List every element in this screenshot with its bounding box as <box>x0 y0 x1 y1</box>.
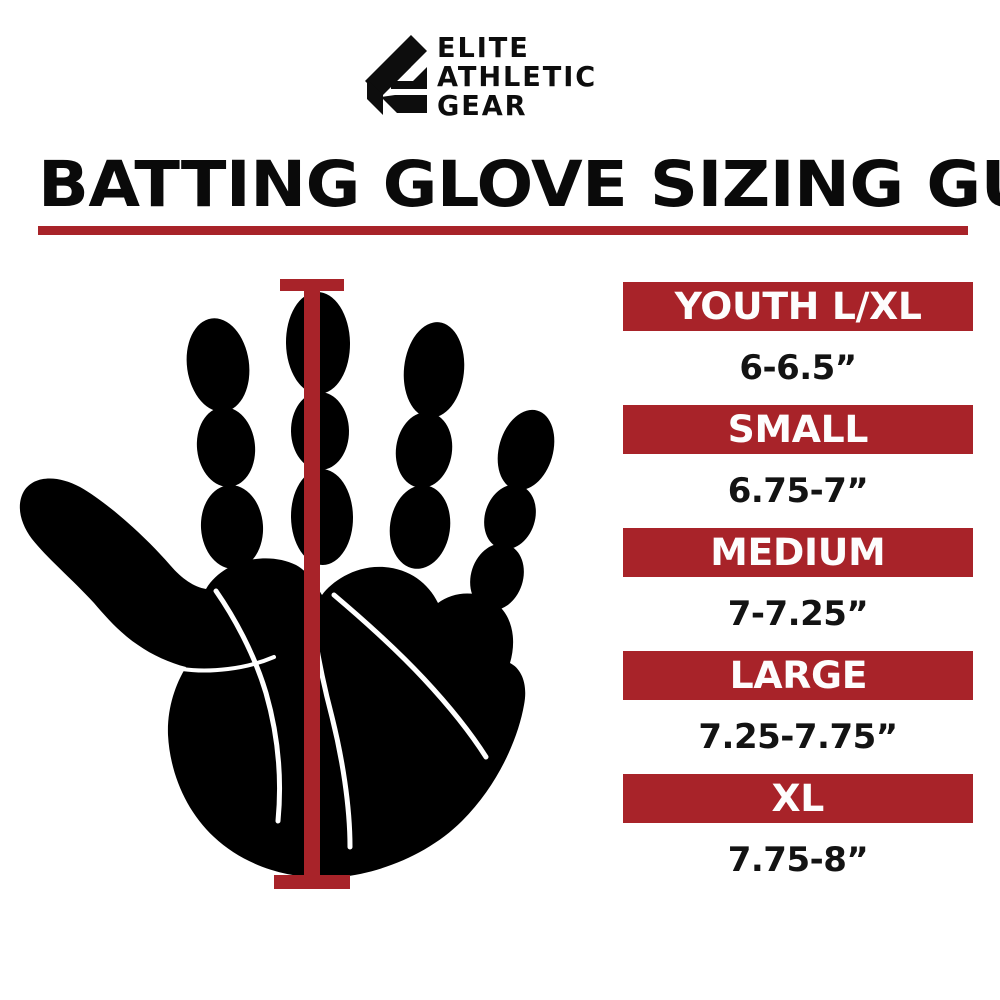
size-measurement-label: 6-6.5” <box>739 348 857 388</box>
title-underline-rule <box>38 226 968 235</box>
size-measurement-label: 7.25-7.75” <box>698 717 898 757</box>
size-name-label: MEDIUM <box>710 531 886 574</box>
elite-e-monogram-icon <box>365 35 427 115</box>
brand-logo: ELITE ATHLETIC GEAR <box>365 33 675 133</box>
size-name-bar: MEDIUM <box>623 528 973 577</box>
size-name-label: LARGE <box>729 654 867 697</box>
size-row: XL 7.75-8” <box>623 774 973 897</box>
size-name-bar: XL <box>623 774 973 823</box>
size-measurement-label: 7-7.25” <box>727 594 869 634</box>
brand-line-3: GEAR <box>437 89 528 122</box>
size-name-label: XL <box>771 777 825 820</box>
size-name-bar: LARGE <box>623 651 973 700</box>
page-title: BATTING GLOVE SIZING GUIDE <box>38 148 1000 221</box>
size-row: YOUTH L/XL 6-6.5” <box>623 282 973 405</box>
hand-palm-print-icon <box>19 279 555 889</box>
brand-wordmark: ELITE ATHLETIC GEAR <box>437 33 602 120</box>
brand-line-2: ATHLETIC <box>437 60 598 93</box>
size-name-bar: SMALL <box>623 405 973 454</box>
size-row: LARGE 7.25-7.75” <box>623 651 973 774</box>
size-name-label: SMALL <box>727 408 869 451</box>
title-block: BATTING GLOVE SIZING GUIDE <box>38 152 1000 235</box>
brand-line-1: ELITE <box>437 31 530 64</box>
size-chart: YOUTH L/XL 6-6.5” SMALL 6.75-7” MEDIUM 7… <box>623 282 973 897</box>
size-row: MEDIUM 7-7.25” <box>623 528 973 651</box>
hand-illustration <box>10 265 590 915</box>
size-measurement-label: 6.75-7” <box>727 471 869 511</box>
measurement-line <box>274 279 350 889</box>
size-name-label: YOUTH L/XL <box>674 285 922 328</box>
size-measurement-label: 7.75-8” <box>727 840 869 880</box>
size-row: SMALL 6.75-7” <box>623 405 973 528</box>
size-name-bar: YOUTH L/XL <box>623 282 973 331</box>
